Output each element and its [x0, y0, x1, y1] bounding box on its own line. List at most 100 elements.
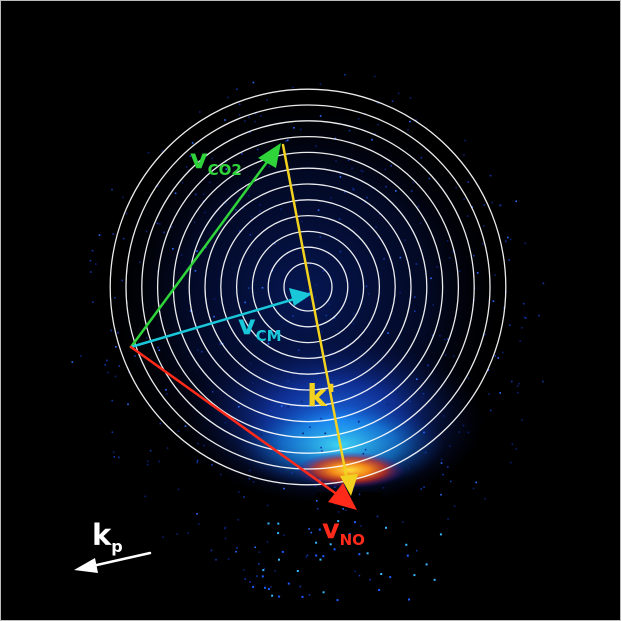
v-no-arrow-icon — [328, 483, 357, 510]
speckle — [414, 296, 416, 298]
speckle — [112, 233, 114, 235]
speckle — [497, 357, 499, 359]
speckle — [176, 533, 178, 535]
speckle — [263, 567, 266, 570]
speckle — [189, 310, 192, 312]
speckle — [327, 303, 330, 306]
speckle — [258, 563, 260, 565]
speckle — [448, 445, 451, 447]
v-co2-arrow-shaft — [129, 156, 272, 349]
speckle — [519, 340, 521, 342]
speckle — [177, 430, 180, 433]
speckle — [339, 173, 341, 175]
speckle — [446, 338, 449, 340]
beam-block-shadow — [292, 492, 402, 546]
speckle — [261, 287, 264, 289]
speckle — [348, 129, 351, 132]
speckle — [433, 578, 436, 581]
speckle — [287, 380, 289, 383]
speckle — [417, 205, 420, 208]
speckle — [336, 330, 339, 332]
speckle — [322, 591, 325, 594]
speckle — [440, 458, 443, 461]
speckle — [337, 520, 340, 523]
k-p-label: kp — [92, 518, 123, 556]
noise-speckles — [71, 73, 545, 602]
speckle — [252, 481, 255, 483]
speckle — [197, 349, 199, 351]
speckle — [249, 332, 252, 334]
speckle — [453, 505, 456, 507]
speckle — [463, 154, 465, 156]
speckle — [293, 127, 295, 129]
speckle — [466, 215, 469, 217]
speckle — [181, 181, 184, 184]
ring — [235, 214, 381, 360]
speckle — [252, 585, 255, 588]
ring — [141, 120, 475, 454]
speckle — [306, 388, 308, 390]
speckle — [259, 210, 261, 212]
speckle — [455, 186, 457, 189]
speckle — [491, 201, 493, 204]
speckle — [336, 599, 339, 602]
speckle — [260, 433, 263, 436]
speckle — [376, 515, 379, 518]
speckle — [315, 284, 317, 286]
speckle — [285, 140, 287, 142]
speckle — [414, 310, 416, 312]
speckle — [264, 586, 266, 589]
speckle — [147, 151, 150, 154]
speckle — [308, 292, 310, 294]
speckle — [494, 355, 497, 357]
speckle — [462, 424, 465, 427]
speckle — [324, 432, 327, 435]
speckle — [344, 73, 346, 76]
speckle — [194, 193, 197, 196]
speckle — [266, 541, 269, 543]
speckle — [358, 553, 361, 556]
speckle — [354, 521, 356, 524]
speckle — [360, 169, 363, 172]
speckle — [254, 113, 257, 115]
speckle — [249, 362, 252, 365]
speckle — [382, 487, 385, 489]
speckle — [277, 522, 280, 525]
speckle — [357, 118, 360, 120]
speckle — [161, 150, 164, 152]
speckle — [439, 533, 442, 536]
speckle — [345, 362, 347, 364]
speckle — [225, 202, 227, 205]
speckle — [242, 569, 245, 571]
k-p-arrow-shaft — [86, 551, 152, 569]
speckle — [146, 460, 149, 463]
speckle — [444, 354, 447, 356]
speckle — [463, 198, 465, 200]
speckle — [407, 467, 410, 470]
speckle — [348, 532, 351, 535]
speckle — [270, 410, 272, 412]
speckle — [452, 355, 455, 358]
speckle — [111, 188, 113, 191]
speckle — [301, 595, 304, 598]
speckle — [442, 415, 445, 417]
speckle — [254, 546, 256, 549]
speckle — [489, 174, 492, 177]
v-co2-label: vCO2 — [190, 144, 242, 179]
speckle — [423, 486, 425, 488]
speckle — [318, 528, 321, 531]
speckle — [352, 188, 355, 191]
speckle — [238, 103, 241, 106]
speckle — [342, 508, 344, 510]
speckle — [267, 522, 270, 525]
speckle — [337, 511, 340, 513]
speckle — [406, 554, 409, 557]
speckle — [301, 220, 303, 223]
speckle — [95, 263, 97, 265]
speckle — [395, 190, 397, 192]
speckle — [306, 554, 309, 557]
v-cm-arrow-shaft — [129, 296, 300, 349]
speckle — [281, 550, 284, 553]
speckle — [316, 507, 319, 510]
speckle — [338, 218, 341, 220]
